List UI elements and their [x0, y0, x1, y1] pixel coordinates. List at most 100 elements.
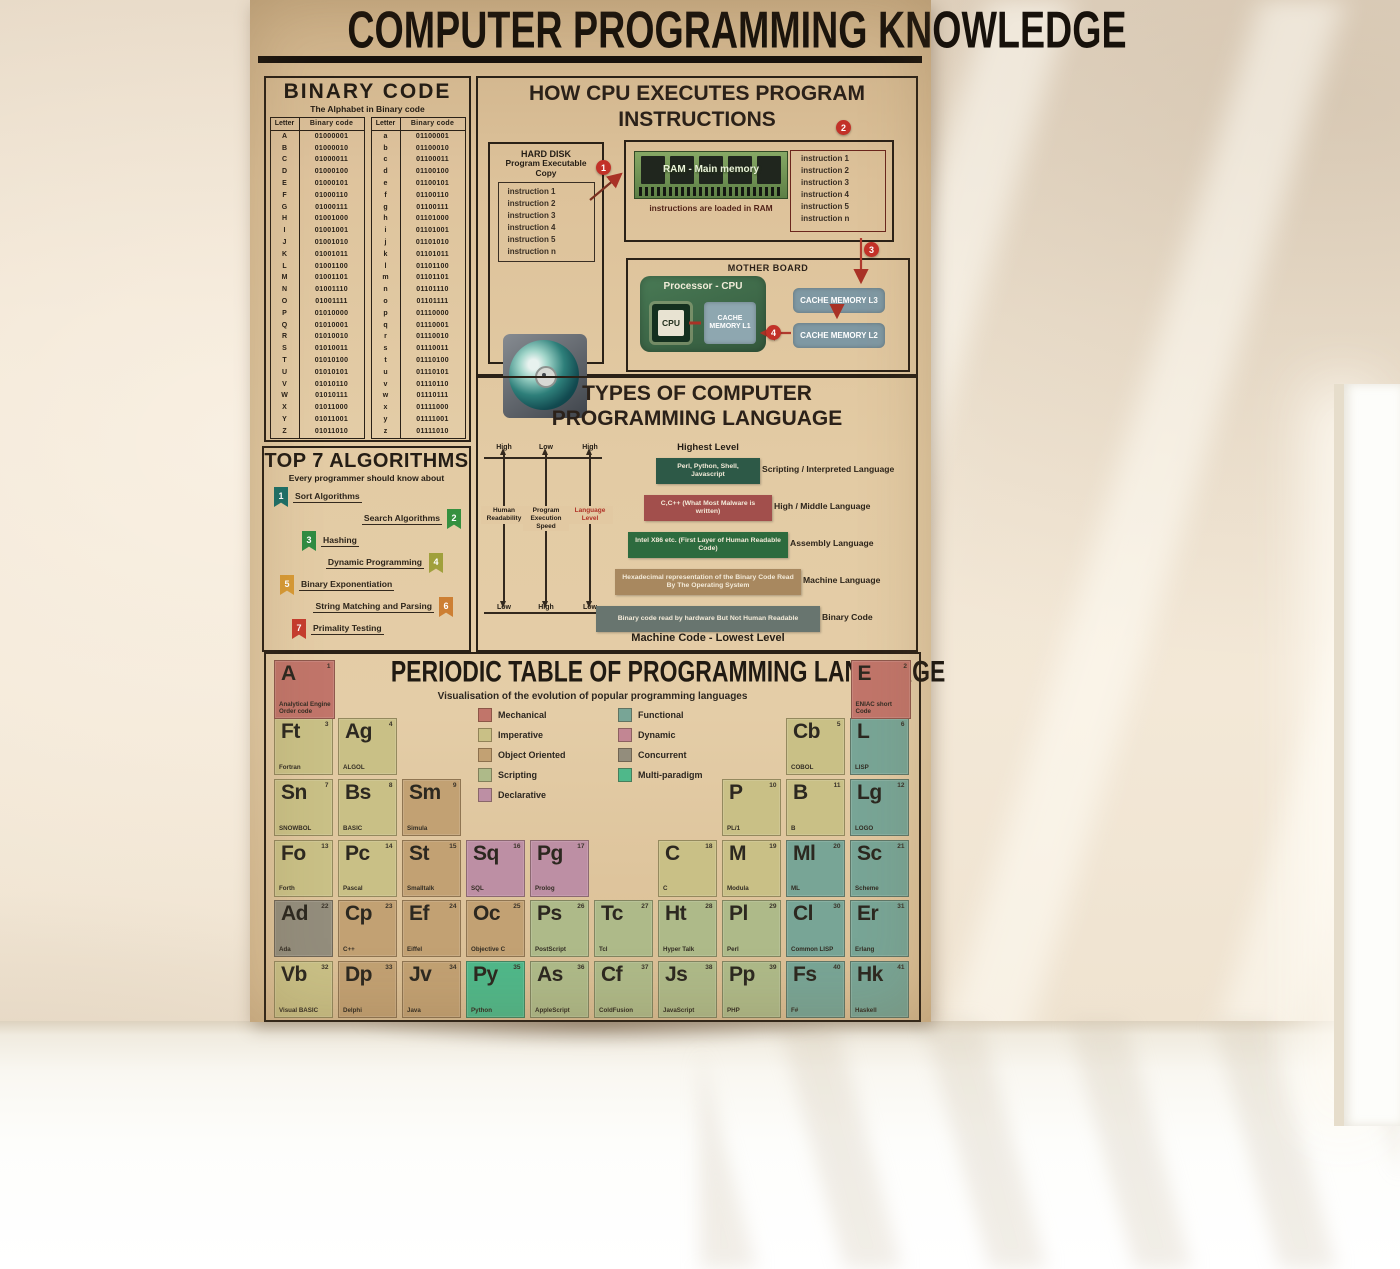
element-number: 6 — [900, 721, 905, 728]
periodic-element-tc: Tc 27 Tcl — [594, 900, 653, 958]
binary-row: v 01110110 — [372, 378, 465, 391]
binary-code: 01000011 — [314, 156, 349, 164]
element-name: LISP — [855, 763, 869, 771]
binary-letter: r — [372, 331, 401, 344]
binary-row: o 01101111 — [372, 295, 465, 308]
instruction-line: instruction 4 — [801, 190, 850, 199]
binary-letter: p — [372, 307, 401, 320]
binary-code: 01001000 — [314, 215, 349, 223]
binary-row: S 01010011 — [271, 343, 364, 355]
axis-top-label: High — [484, 444, 524, 451]
legend-item: Dynamic — [618, 727, 752, 742]
binary-code: 01100110 — [416, 191, 449, 199]
element-name: ColdFusion — [599, 1007, 634, 1015]
axis-caption: Human Readability — [481, 506, 527, 524]
algorithms-subtitle: Every programmer should know about — [288, 473, 445, 483]
axis-top-label: High — [570, 444, 610, 451]
binary-col-letter: Letter — [271, 118, 300, 130]
binary-code: 01110001 — [416, 321, 449, 329]
binary-row: x 01111000 — [372, 402, 465, 414]
element-name: AppleScript — [535, 1007, 570, 1015]
window — [1334, 384, 1400, 1126]
algorithm-item: 1 Sort Algorithms — [264, 487, 469, 507]
periodic-element-js: Js 38 JavaScript — [658, 961, 717, 1019]
element-number: 12 — [897, 781, 905, 789]
element-name: ML — [791, 885, 800, 893]
language-level-box: Intel X86 etc. (First Layer of Human Rea… — [628, 532, 788, 558]
periodic-element-cp: Cp 23 C++ — [338, 900, 397, 958]
binary-row: e 01100101 — [372, 177, 465, 190]
periodic-element-e: E 2 ENIAC short Code — [850, 660, 911, 719]
element-symbol: Tc — [601, 902, 623, 926]
element-symbol: Cf — [601, 963, 623, 987]
binary-letter: x — [372, 402, 401, 414]
binary-letter: t — [372, 354, 401, 367]
element-number: 10 — [769, 781, 777, 789]
binary-letter: Y — [271, 413, 300, 426]
element-symbol: Er — [857, 902, 879, 926]
element-name: PostScript — [535, 946, 566, 954]
element-name: Fortran — [279, 763, 301, 771]
binary-code: 01011001 — [314, 415, 349, 423]
binary-code: 01101011 — [416, 250, 449, 258]
legend-swatch — [618, 727, 632, 742]
periodic-element-cf: Cf 37 ColdFusion — [594, 961, 653, 1019]
periodic-element-fo: Fo 13 Forth — [274, 839, 333, 897]
binary-letter: D — [271, 166, 300, 178]
binary-letter: d — [372, 166, 401, 178]
binary-row: G 01000111 — [271, 201, 364, 214]
binary-row: W 01010111 — [271, 390, 364, 403]
element-symbol: Cl — [793, 902, 814, 926]
binary-letter: B — [271, 142, 300, 155]
element-symbol: As — [537, 963, 563, 987]
language-axes: HighHuman ReadabilityLowLowProgram Execu… — [481, 444, 613, 644]
binary-row: r 01110010 — [372, 331, 465, 344]
binary-row: Z 01011010 — [271, 425, 364, 438]
element-symbol: Jv — [409, 963, 432, 987]
element-name: ENIAC short Code — [855, 700, 892, 715]
element-symbol: Pc — [345, 841, 370, 865]
axis-column: HighLanguage LevelLow — [567, 444, 613, 611]
binary-code: 01001100 — [314, 262, 349, 270]
element-name: Prolog — [535, 885, 555, 893]
periodic-element-ag: Ag 4 ALGOL — [338, 718, 397, 775]
binary-row: h 01101000 — [372, 213, 465, 226]
binary-letter: C — [271, 154, 300, 167]
binary-code: 01000010 — [314, 144, 349, 152]
binary-code: 01001011 — [314, 250, 349, 258]
binary-row: H 01001000 — [271, 213, 364, 226]
legend-item: Mechanical — [478, 707, 612, 722]
binary-row: u 01110101 — [372, 366, 465, 379]
binary-row: J 01001010 — [271, 236, 364, 249]
legend-swatch — [478, 707, 492, 722]
algorithm-number-badge: 2 — [447, 509, 461, 529]
instruction-line: instruction n — [801, 214, 850, 223]
instruction-line: instruction 3 — [801, 178, 850, 187]
language-level-box: C,C++ (What Most Malware is written) — [644, 495, 772, 521]
element-name: F# — [791, 1007, 799, 1015]
periodic-element-pp: Pp 39 PHP — [722, 961, 781, 1019]
binary-letter: l — [372, 260, 401, 273]
binary-code: 01101110 — [416, 286, 449, 294]
binary-row: R 01010010 — [271, 331, 364, 344]
axis-line — [484, 457, 602, 459]
axis-column: LowProgram Execution SpeedHigh — [523, 444, 569, 611]
axis-caption: Program Execution Speed — [523, 506, 569, 532]
binary-letter: w — [372, 390, 401, 403]
element-symbol: Sm — [409, 780, 441, 804]
element-symbol: Oc — [473, 902, 501, 926]
binary-code-section: BINARY CODE The Alphabet in Binary code … — [264, 76, 471, 442]
binary-letter: g — [372, 201, 401, 214]
periodic-element-pc: Pc 14 Pascal — [338, 839, 397, 897]
binary-code: 01000111 — [315, 203, 348, 211]
language-level-label: Machine Language — [803, 575, 881, 585]
binary-code: 01100101 — [415, 179, 450, 187]
element-symbol: Hk — [857, 963, 883, 987]
binary-code: 01000001 — [314, 132, 349, 140]
binary-row: p 01110000 — [372, 307, 465, 320]
language-level-box: Perl, Python, Shell, Javascript — [656, 458, 760, 484]
element-name: Erlang — [855, 946, 875, 954]
binary-row: E 01000101 — [271, 177, 364, 190]
algorithm-item: Search Algorithms 2 — [264, 509, 469, 529]
element-number: 17 — [577, 842, 585, 850]
